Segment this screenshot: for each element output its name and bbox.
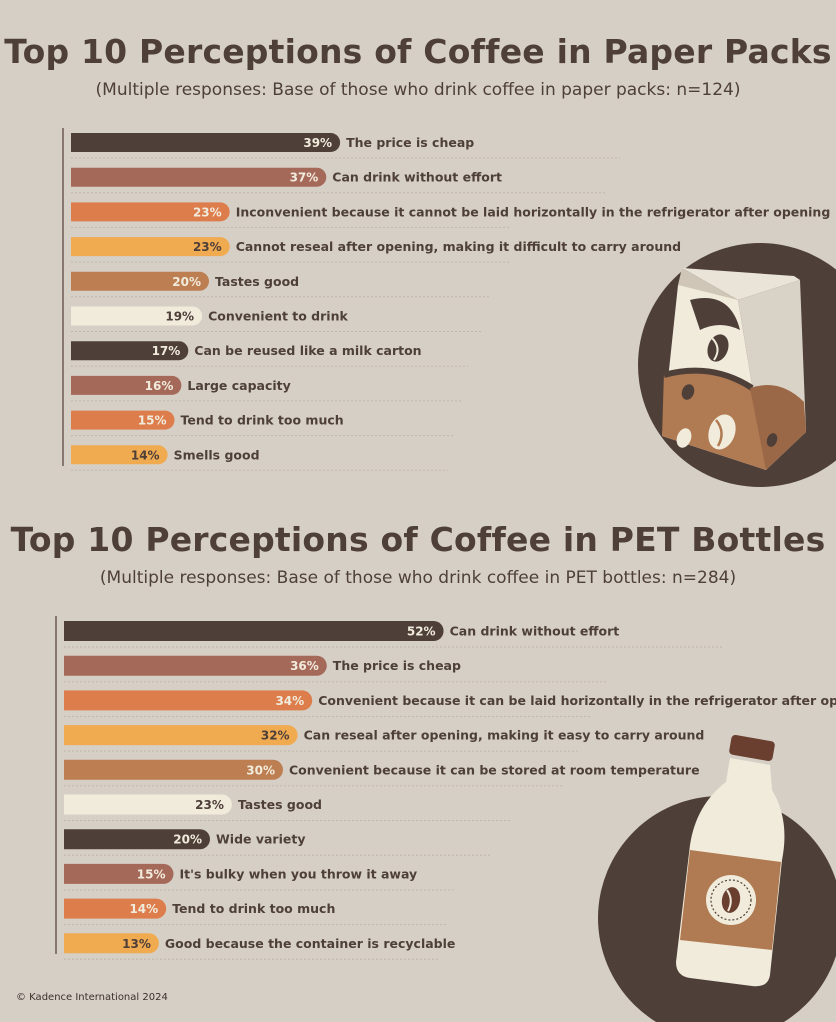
bar-category-label: Can drink without effort [332,170,502,185]
chart-subtitle-paper-packs: (Multiple responses: Base of those who d… [95,80,741,100]
bar-value-label: 15% [138,414,167,428]
bar-category-label: Large capacity [187,378,290,393]
bar-value-label: 14% [129,902,158,916]
bar-category-label: Can be reused like a milk carton [194,343,421,358]
bar [64,759,283,780]
bar [71,237,230,257]
bar-value-label: 36% [290,659,319,673]
bar-value-label: 19% [165,310,194,324]
bar [71,341,189,361]
bar [71,306,203,326]
bar-category-label: Can reseal after opening, making it easy… [304,728,705,743]
bar-category-label: Tend to drink too much [172,901,335,916]
bar-category-label: The price is cheap [333,658,461,673]
bar [71,202,230,222]
bar [71,167,327,187]
bar [64,863,174,884]
bar-value-label: 20% [173,833,202,847]
bar [64,829,210,850]
bar [71,445,168,465]
chart-title-pet-bottles: Top 10 Perceptions of Coffee in PET Bott… [10,520,826,559]
bar-value-label: 13% [122,937,151,951]
bar-category-label: Can drink without effort [450,624,620,639]
copyright-footer: © Kadence International 2024 [16,992,168,1003]
bar-category-label: Cannot reseal after opening, making it d… [236,239,681,254]
bar-category-label: Tend to drink too much [181,413,344,428]
coffee-carton-illustration [638,243,836,487]
bar-value-label: 23% [193,240,222,254]
bar-category-label: It's bulky when you throw it away [180,866,418,881]
bar [71,375,182,395]
chart-subtitle-pet-bottles: (Multiple responses: Base of those who d… [99,568,737,588]
bar [64,933,159,954]
bar [64,690,313,711]
bar-value-label: 32% [261,729,290,743]
bar-category-label: Convenient because it can be stored at r… [289,762,700,777]
bar-value-label: 23% [193,205,222,219]
bar-category-label: Good because the container is recyclable [165,936,455,951]
bar [71,133,341,152]
bar-category-label: The price is cheap [346,135,474,150]
bar-category-label: Inconvenient because it cannot be laid h… [236,204,831,219]
bar-value-label: 39% [303,136,332,150]
bar [64,794,232,815]
bar-category-label: Convenient because it can be laid horizo… [318,693,836,708]
bar-category-label: Tastes good [238,797,322,812]
bar-value-label: 23% [195,798,224,812]
bar-value-label: 17% [152,344,181,358]
bar-category-label: Convenient to drink [208,309,348,324]
bar-value-label: 52% [407,625,436,639]
bar [64,621,444,641]
bar [71,271,209,291]
bar-category-label: Wide variety [216,832,305,847]
bar-value-label: 34% [275,694,304,708]
bar-value-label: 30% [246,763,275,777]
bar-value-label: 15% [137,867,166,881]
bar [64,898,167,919]
bar-value-label: 14% [131,448,160,462]
chart-title-paper-packs: Top 10 Perceptions of Coffee in Paper Pa… [4,32,832,71]
bar-value-label: 20% [172,275,201,289]
coffee-pet-bottle-illustration [598,734,836,1022]
bar-value-label: 16% [145,379,174,393]
bar [64,655,327,676]
bar [71,410,175,430]
bar-value-label: 37% [290,171,319,185]
bar-category-label: Smells good [174,447,260,462]
bar [64,725,298,746]
bar-category-label: Tastes good [215,274,299,289]
